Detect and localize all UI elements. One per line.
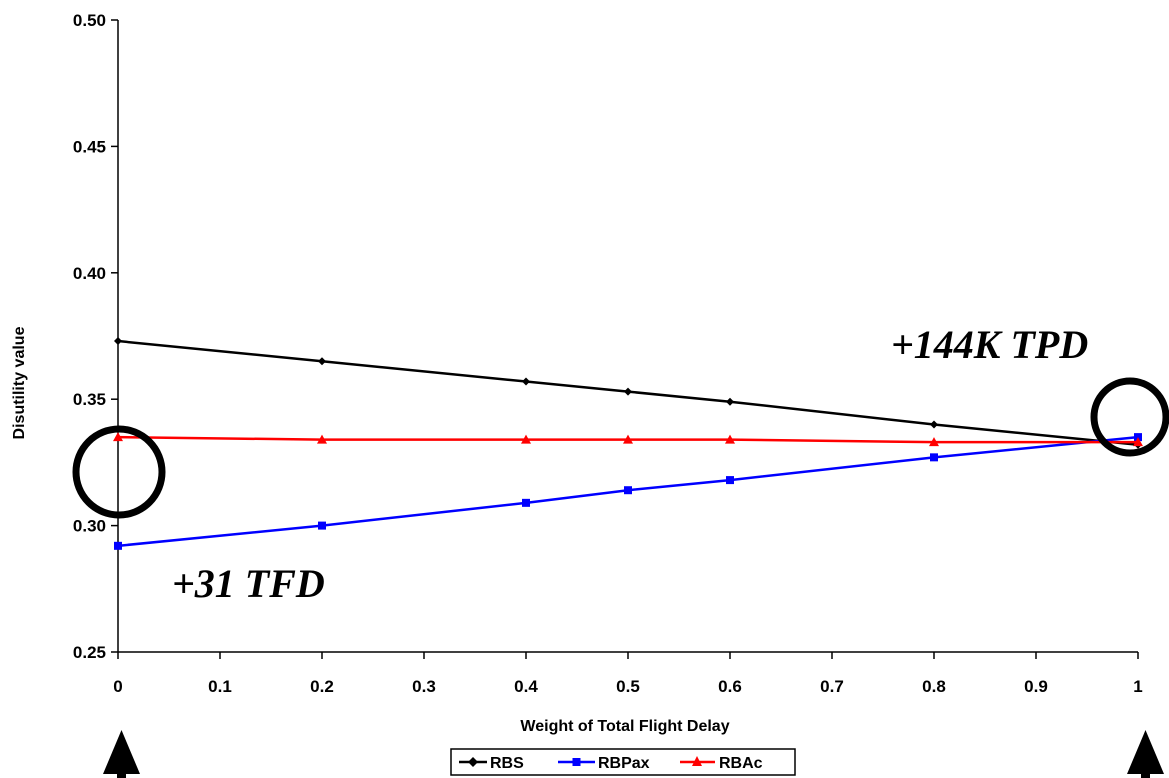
data-point-rbpax [624,486,632,495]
legend-label-rbpax: RBPax [598,755,650,772]
data-point-rbac [1133,437,1143,447]
data-point-rbs [624,387,632,396]
data-point-rbpax [318,521,326,530]
y-axis-title: Disutility value [11,326,28,439]
legend-marker-rbpax [572,758,581,766]
series-layer [113,337,1143,550]
data-point-rbpax [726,476,734,485]
data-point-rbac [725,434,735,444]
x-tick-label: 0.4 [514,677,538,696]
highlight-circle-right [1090,377,1169,457]
legend: RBS RBPax RBAc [450,748,796,776]
data-point-rbac [929,437,939,447]
y-axis-ticks: 0.25 0.30 0.35 0.40 0.45 0.50 [73,11,118,662]
legend-marker-rbac [692,756,702,766]
y-tick-label: 0.45 [73,137,106,156]
x-tick-label: 0.6 [718,677,742,696]
highlight-circle-left [72,425,166,519]
series-rbac [113,432,1143,447]
annotation-144k-tpd: +144K TPD [891,322,1088,367]
data-point-rbpax [114,541,122,550]
data-point-rbpax [522,498,530,507]
x-tick-label: 0.2 [310,677,334,696]
data-point-rbs [930,420,938,429]
x-tick-label: 0.1 [208,677,232,696]
annotation-31-tfd: +31 TFD [172,561,325,606]
x-tick-label: 0.5 [616,677,640,696]
data-point-rbs [522,377,530,386]
data-point-rbpax [1134,433,1142,442]
series-rbpax [114,433,1142,550]
y-tick-label: 0.25 [73,643,106,662]
data-point-rbs [318,357,326,366]
data-point-rbac [623,434,633,444]
x-tick-label: 1 [1133,677,1142,696]
data-point-rbpax [930,453,938,462]
y-tick-label: 0.50 [73,11,106,30]
x-axis-ticks: 0 0.1 0.2 0.3 0.4 0.5 0.6 0.7 0.8 0.9 1 [113,652,1143,696]
data-point-rbac [317,434,327,444]
legend-item-rbac: RBAc [680,755,763,772]
data-point-rbs [726,397,734,406]
legend-marker-rbs [468,757,478,767]
x-tick-label: 0.3 [412,677,436,696]
x-tick-label: 0.9 [1024,677,1048,696]
arrow-right-icon [1127,730,1164,778]
x-tick-label: 0 [113,677,122,696]
x-tick-label: 0.8 [922,677,946,696]
legend-box [450,748,796,776]
x-tick-label: 0.7 [820,677,844,696]
y-tick-label: 0.40 [73,264,106,283]
data-point-rbac [521,434,531,444]
legend-label-rbs: RBS [490,755,524,772]
legend-item-rbs: RBS [459,755,524,772]
y-tick-label: 0.35 [73,390,106,409]
y-tick-label: 0.30 [73,517,106,536]
annotations: +144K TPD +31 TFD [72,322,1169,606]
legend-label-rbac: RBAc [719,755,763,772]
data-point-rbac [113,432,123,442]
legend-item-rbpax: RBPax [558,755,650,772]
data-point-rbs [114,337,122,346]
x-axis-title: Weight of Total Flight Delay [520,718,729,735]
arrow-left-icon [103,730,140,778]
